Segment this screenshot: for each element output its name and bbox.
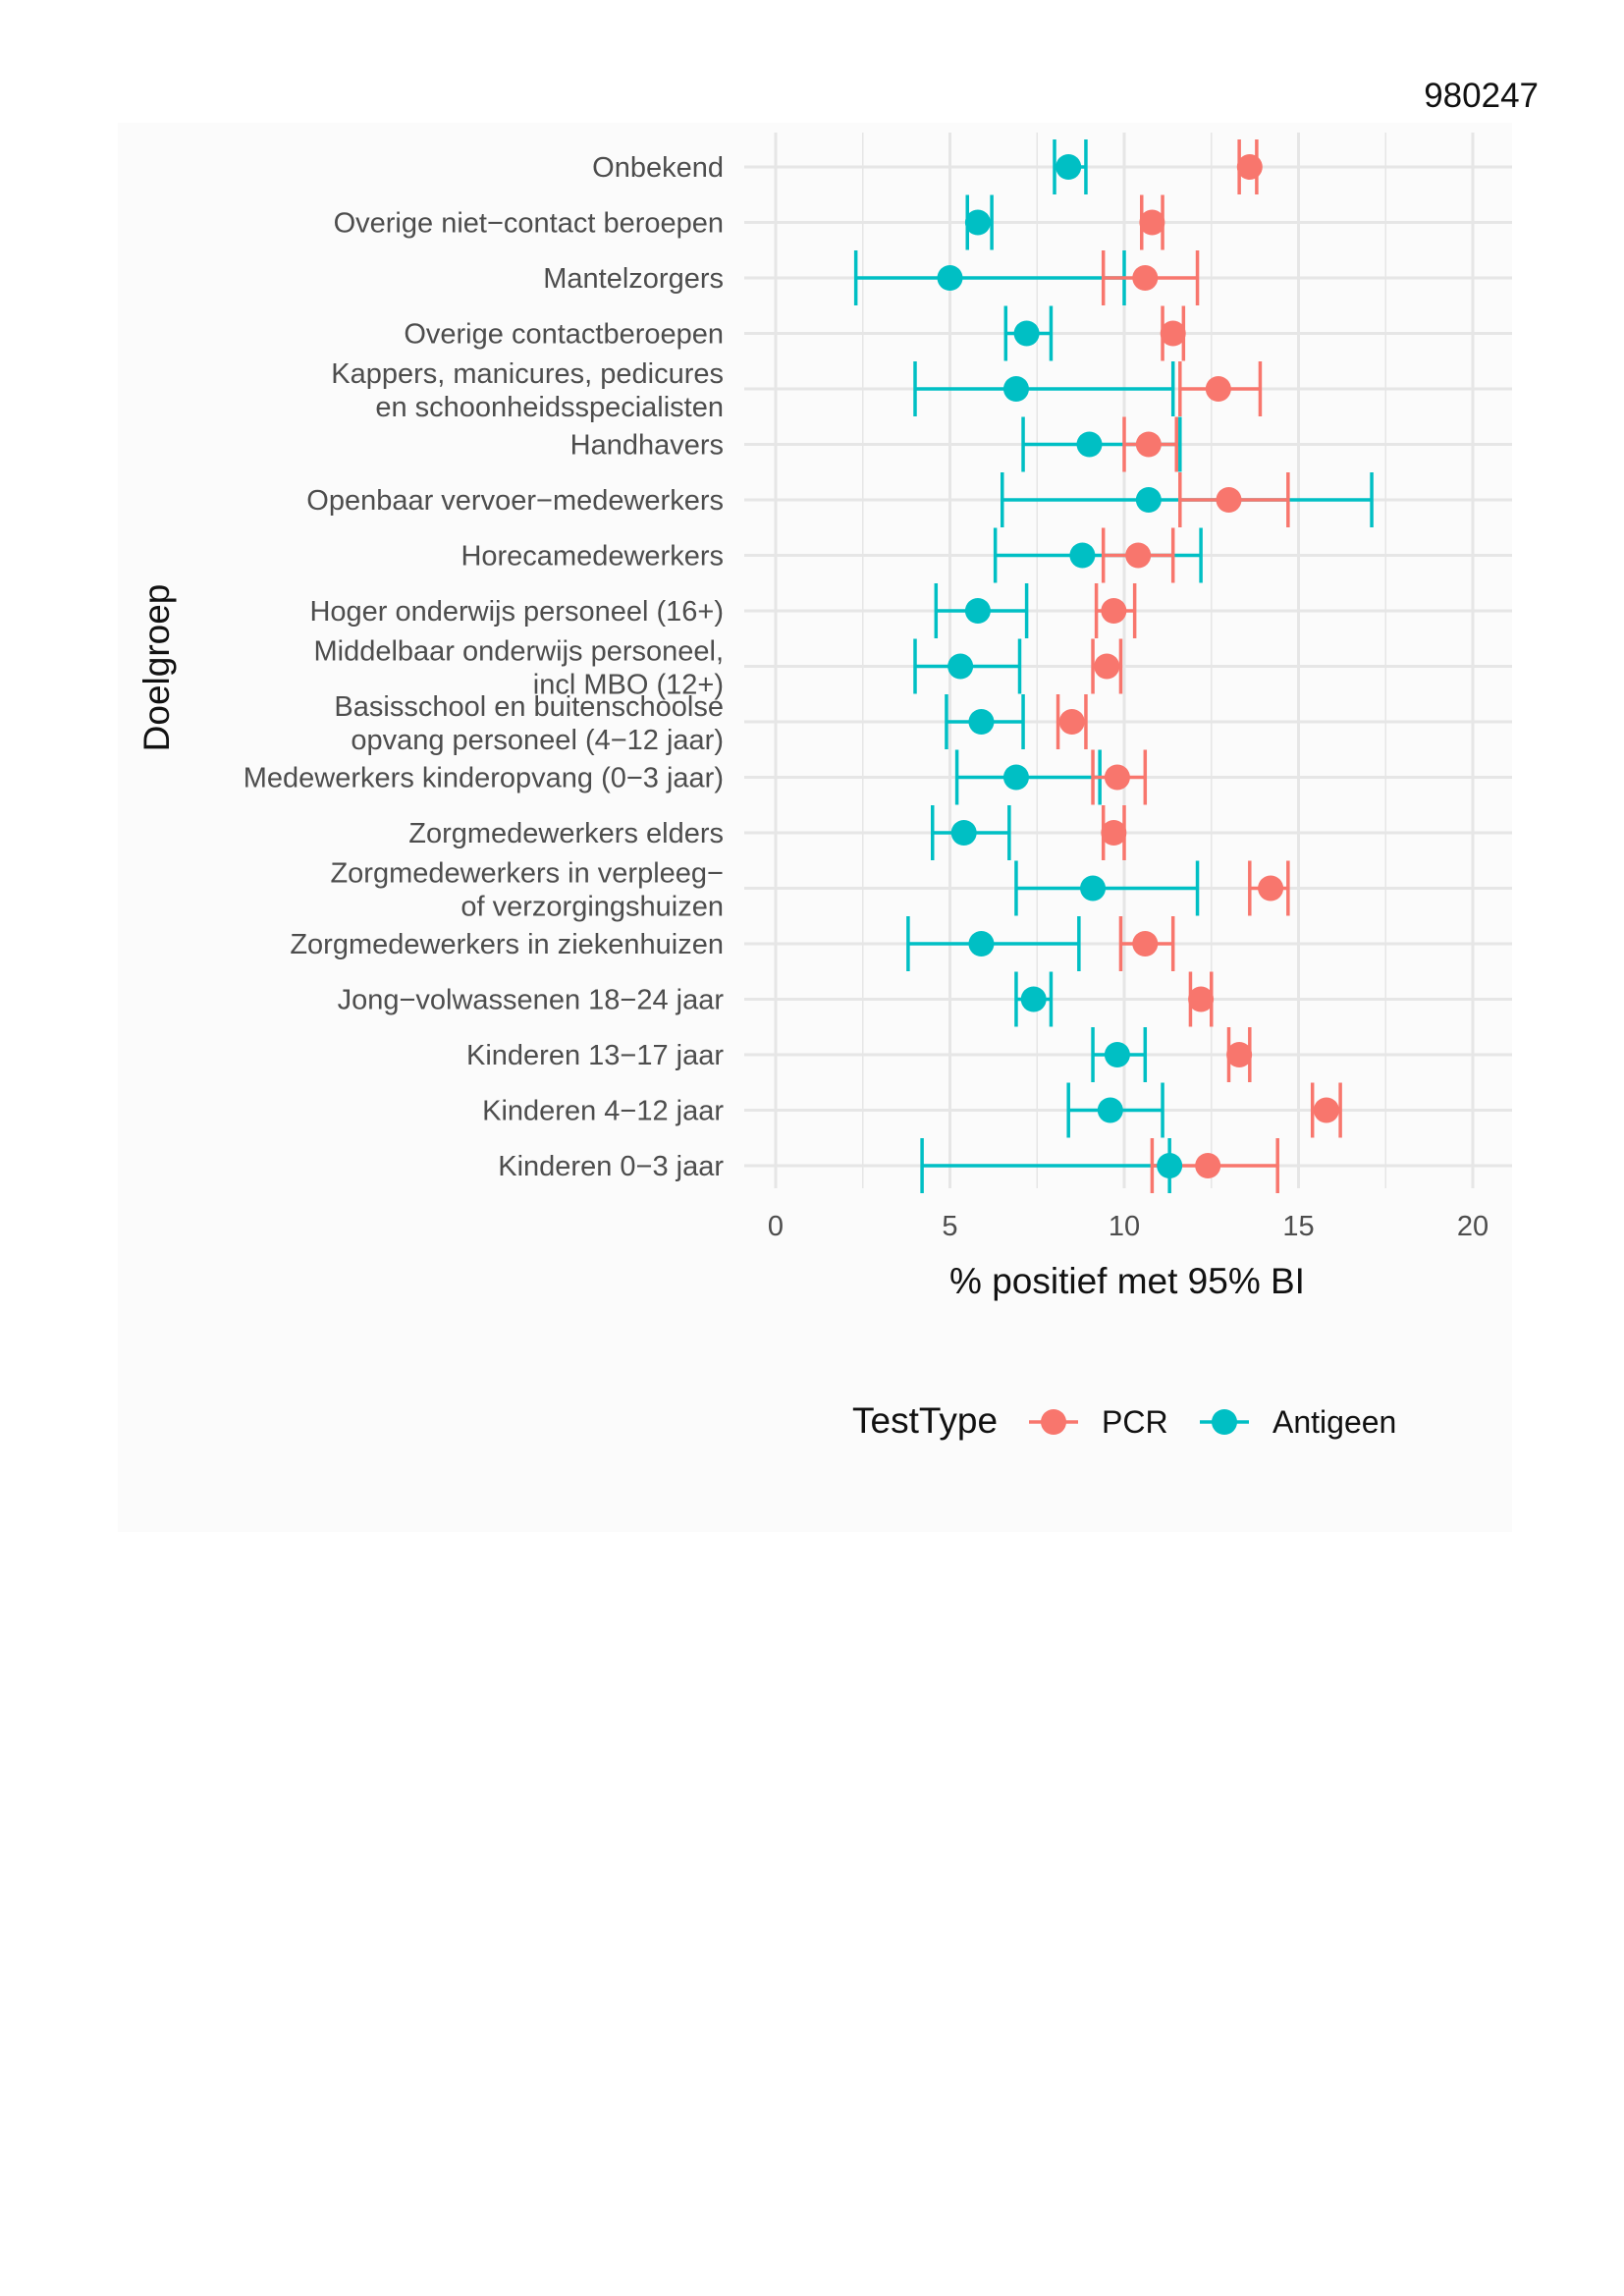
antigen-point bbox=[1157, 1153, 1183, 1178]
pcr-point bbox=[1132, 931, 1159, 957]
pcr-point bbox=[1188, 986, 1215, 1012]
y-category-label: Jong−volwassenen 18−24 jaar bbox=[338, 985, 725, 1016]
y-category-label: Openbaar vervoer−medewerkers bbox=[306, 485, 724, 517]
antigen-point bbox=[1056, 154, 1082, 180]
y-category-label: Middelbaar onderwijs personeel, incl MBO … bbox=[313, 636, 724, 701]
antigen-point bbox=[950, 820, 977, 846]
antigen-point bbox=[1104, 1042, 1130, 1067]
pcr-point bbox=[1236, 154, 1263, 180]
legend-entry-pcr: PCR bbox=[1029, 1404, 1168, 1440]
antigen-point bbox=[964, 598, 991, 624]
y-category-label: Onbekend bbox=[592, 152, 724, 184]
pcr-point bbox=[1104, 764, 1130, 791]
pcr-point bbox=[1216, 487, 1242, 513]
pcr-point bbox=[1226, 1042, 1253, 1067]
antigen-point bbox=[1135, 487, 1162, 513]
y-category-label-line: Kappers, manicures, pedicures bbox=[331, 358, 724, 390]
legend-key-point bbox=[1212, 1409, 1237, 1435]
y-category-label: Kinderen 0−3 jaar bbox=[498, 1151, 724, 1182]
y-category-label: Medewerkers kinderopvang (0−3 jaar) bbox=[244, 763, 724, 794]
pcr-point bbox=[1101, 598, 1127, 624]
pcr-point bbox=[1135, 431, 1162, 458]
legend-label: Antigeen bbox=[1272, 1404, 1396, 1440]
x-axis-title: % positief met 95% BI bbox=[949, 1261, 1305, 1301]
legend-label: PCR bbox=[1102, 1404, 1168, 1440]
page-number: 980247 bbox=[1424, 77, 1539, 115]
y-category-label: Zorgmedewerkers in verpleeg− of verzorgin… bbox=[330, 858, 724, 923]
y-axis-title: Doelgroep bbox=[136, 584, 177, 752]
pcr-point bbox=[1132, 265, 1159, 291]
antigen-point bbox=[1020, 986, 1047, 1012]
y-category-label: Kinderen 4−12 jaar bbox=[482, 1096, 724, 1127]
y-category-label-line: of verzorgingshuizen bbox=[460, 892, 724, 923]
pcr-point bbox=[1101, 820, 1127, 846]
antigen-point bbox=[1002, 764, 1029, 791]
y-category-label-line: Zorgmedewerkers in verpleeg− bbox=[330, 858, 724, 890]
y-category-label-line: opvang personeel (4−12 jaar) bbox=[351, 725, 724, 756]
antigen-point bbox=[964, 209, 991, 236]
y-category-label: Overige niet−contact beroepen bbox=[334, 208, 724, 240]
chart-background bbox=[118, 123, 1512, 1532]
y-category-label: Overige contactberoepen bbox=[404, 319, 724, 351]
antigen-point bbox=[1076, 431, 1103, 458]
pcr-point bbox=[1205, 376, 1231, 402]
antigen-point bbox=[947, 653, 974, 680]
y-category-label-line: en schoonheidsspecialisten bbox=[375, 392, 724, 423]
antigen-point bbox=[1069, 542, 1096, 569]
antigen-point bbox=[1002, 376, 1029, 402]
data-points bbox=[937, 154, 1339, 1178]
x-tick-label: 10 bbox=[1109, 1211, 1140, 1242]
y-category-label: Horecamedewerkers bbox=[460, 541, 724, 573]
antigen-point bbox=[1080, 875, 1107, 902]
antigen-point bbox=[937, 265, 963, 291]
pcr-point bbox=[1125, 542, 1152, 569]
antigen-point bbox=[1013, 320, 1040, 347]
pcr-point bbox=[1258, 875, 1284, 902]
y-category-label: Basisschool en buitenschoolse opvang pers… bbox=[334, 691, 724, 756]
antigen-errorbar bbox=[1014, 860, 1200, 916]
y-category-label-line: Middelbaar onderwijs personeel, bbox=[313, 636, 724, 668]
pcr-point bbox=[1094, 653, 1120, 680]
x-tick-label: 5 bbox=[942, 1211, 957, 1242]
legend-entries: PCR Antigeen bbox=[1029, 1404, 1396, 1440]
y-category-label: Kinderen 13−17 jaar bbox=[466, 1040, 724, 1071]
antigen-errorbar bbox=[913, 361, 1175, 416]
y-category-label-line: incl MBO (12+) bbox=[533, 670, 724, 701]
y-category-label: Handhavers bbox=[570, 430, 724, 462]
legend-title: TestType bbox=[852, 1400, 998, 1441]
pcr-point bbox=[1058, 709, 1085, 735]
antigen-point bbox=[968, 709, 995, 735]
y-category-label-line: Basisschool en buitenschoolse bbox=[334, 691, 724, 723]
legend-key-point bbox=[1041, 1409, 1066, 1435]
antigen-point bbox=[1097, 1097, 1123, 1123]
x-tick-label: 20 bbox=[1457, 1211, 1489, 1242]
pcr-point bbox=[1160, 320, 1186, 347]
y-category-label: Zorgmedewerkers elders bbox=[408, 818, 724, 849]
pcr-point bbox=[1313, 1097, 1339, 1123]
x-axis-tick-labels: 0 5 10 15 20 bbox=[768, 1211, 1489, 1242]
y-category-label: Hoger onderwijs personeel (16+) bbox=[309, 596, 724, 628]
y-category-label: Mantelzorgers bbox=[543, 263, 724, 295]
pcr-point bbox=[1139, 209, 1165, 236]
antigen-point bbox=[968, 931, 995, 957]
pcr-point bbox=[1195, 1153, 1221, 1178]
y-category-label: Zorgmedewerkers in ziekenhuizen bbox=[290, 929, 724, 960]
x-tick-label: 0 bbox=[768, 1211, 784, 1242]
y-category-label: Kappers, manicures, pedicures en schoonhe… bbox=[331, 358, 724, 423]
x-tick-label: 15 bbox=[1282, 1211, 1314, 1242]
y-axis-category-labels: Onbekend Overige niet−contact beroepen Man… bbox=[244, 152, 725, 1182]
legend-entry-antigen: Antigeen bbox=[1200, 1404, 1396, 1440]
legend: TestType PCR Antigeen bbox=[852, 1400, 1396, 1441]
